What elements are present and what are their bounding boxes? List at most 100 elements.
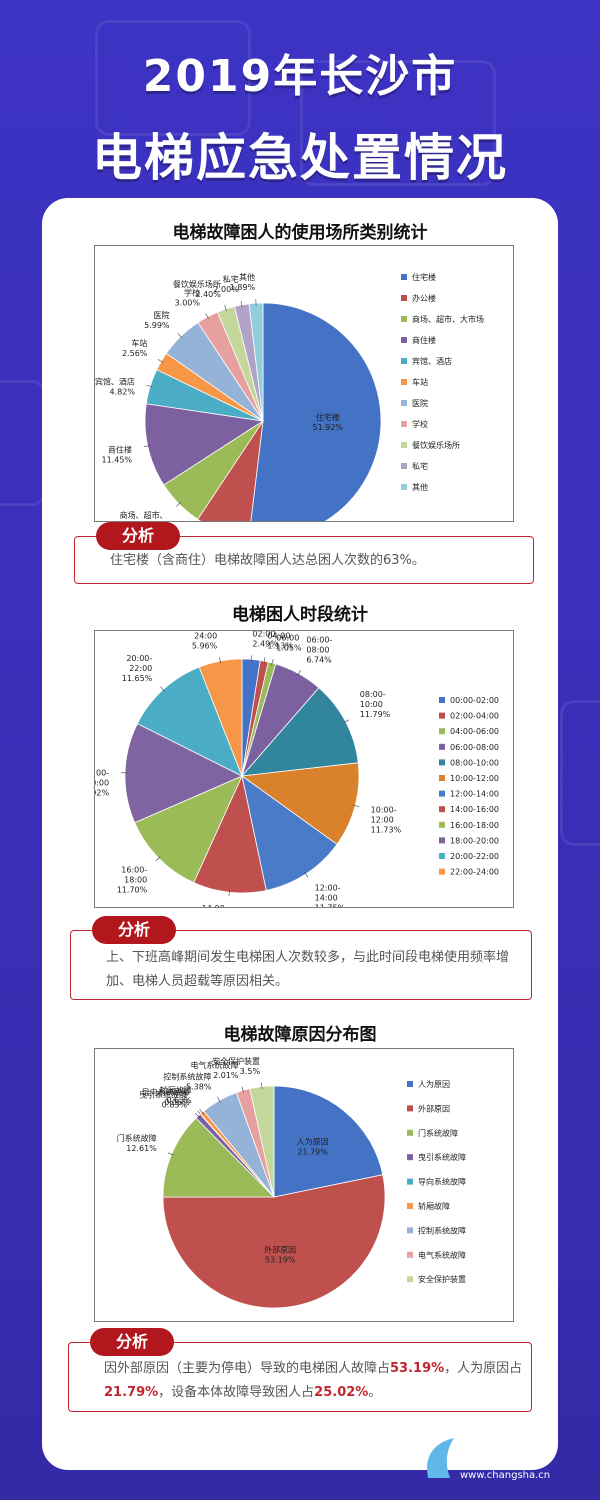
legend-label-0-9: 私宅	[412, 461, 428, 471]
analysis-text-3-line2: 21.79%，设备本体故障导致困人占25.02%。	[104, 1380, 381, 1406]
pie-leader-2-2	[167, 1152, 174, 1156]
legend-label-1-6: 12:00-14:00	[450, 790, 499, 799]
analysis-text-1: 住宅楼（含商住）电梯故障困人达总困人次数的63%。	[110, 553, 425, 568]
analysis-text-2-line2: 加、电梯人员超载等原因相关。	[106, 974, 289, 989]
legend-label-2-7: 电气系统故障	[418, 1250, 466, 1260]
highlight-equipment: 25.02%	[314, 1385, 369, 1400]
pie-leader-1-7	[228, 889, 230, 897]
pie-label-0-5: 车站 2.56%	[122, 338, 148, 358]
legend-swatch-2-2	[407, 1129, 413, 1136]
legend-swatch-0-4	[401, 358, 407, 364]
legend-swatch-2-7	[407, 1251, 413, 1258]
legend-label-0-1: 办公楼	[412, 293, 436, 303]
legend-swatch-1-7	[439, 806, 445, 813]
legend-label-0-6: 医院	[412, 398, 428, 408]
legend-label-1-10: 20:00-22:00	[450, 852, 499, 861]
pie-label-0-10: 其他 1.89%	[230, 272, 256, 292]
pie-label-0-3: 商住楼 11.45%	[102, 444, 133, 464]
logo-swoosh-icon	[427, 1438, 454, 1478]
legend-label-1-9: 18:00-20:00	[450, 836, 499, 845]
pie-leader-0-9	[240, 300, 243, 308]
logo-name: 星辰在线	[458, 1443, 549, 1468]
chart-title-fault-causes: 电梯故障原因分布图	[223, 1025, 377, 1045]
pie-label-2-6: 控制系统故障 5.38%	[163, 1071, 211, 1091]
pie-label-2-5: 轿厢故障 0.63%	[160, 1085, 192, 1105]
legend-swatch-0-9	[401, 463, 407, 469]
pie-leader-0-6	[177, 333, 183, 339]
analysis-badge-3: 分析	[90, 1328, 174, 1356]
pie-label-2-2: 门系统故障 12.61%	[117, 1133, 157, 1153]
analysis-text-3-part1: 因外部原因（主要为停电）导致的电梯困人故障占	[104, 1361, 391, 1376]
analysis-badge-2: 分析	[92, 916, 176, 944]
chart-frame-causes: 人为原因 21.79% 外部原因 53.19% 门系统故障 12.61% 曳引系统故障 0.8…	[94, 1048, 514, 1322]
highlight-external: 53.19%	[390, 1361, 445, 1376]
pie-leader-2-5	[199, 1109, 204, 1115]
legend-label-0-2: 商场、超市、大市场	[412, 314, 484, 324]
pie-chart-time-periods: 00:00-02:002.49%02:00-04:001.13%04:00-06…	[79, 619, 499, 933]
pie-leader-1-5	[352, 804, 360, 807]
pie-label-0-4: 宾馆、酒店 4.82%	[95, 377, 135, 397]
legend-label-0-0: 住宅楼	[412, 272, 436, 282]
legend-label-1-11: 22:00-24:00	[450, 868, 499, 877]
legend-label-1-5: 10:00-12:00	[450, 774, 499, 783]
pie-label-2-3: 曳引系统故障 0.83%	[139, 1089, 187, 1109]
legend-label-0-10: 其他	[412, 482, 428, 492]
pie-leader-2-6	[217, 1096, 221, 1103]
pie-leader-0-5	[157, 359, 164, 363]
pie-label-0-6: 医院 5.99%	[144, 310, 170, 330]
legend-swatch-2-3	[407, 1154, 413, 1161]
legend-label-2-3: 曳引系统故障	[418, 1152, 466, 1162]
pie-label-2-1: 外部原因 53.19%	[264, 1245, 296, 1265]
pie-label-0-0: 住宅楼 51.92%	[313, 412, 344, 432]
pie-leader-1-8	[155, 856, 161, 862]
pie-label-1-2: 04:00-06:001.05%	[276, 631, 302, 652]
legend-swatch-2-1	[407, 1105, 413, 1112]
legend-swatch-1-1	[439, 712, 445, 719]
background-decoration	[300, 60, 496, 186]
pie-label-1-3: 06:00-08:00 6.74%	[306, 636, 332, 665]
pie-leader-0-7	[205, 313, 209, 320]
pie-label-0-8: 餐饮娱乐场所 2.40%	[173, 279, 221, 299]
pie-leader-1-11	[219, 657, 221, 664]
legend-swatch-1-3	[439, 743, 445, 750]
analysis-text-3-part3: ，设备本体故障导致困人占	[158, 1385, 315, 1400]
chart-frame-time: 00:00-02:002.49%02:00-04:001.13%04:00-06…	[79, 619, 514, 933]
legend-label-0-7: 学校	[412, 419, 428, 429]
legend-swatch-0-10	[401, 484, 407, 490]
pie-leader-0-8	[224, 305, 227, 312]
pie-leader-0-4	[146, 384, 153, 388]
logo-url: www.changsha.cn	[460, 1470, 550, 1481]
legend-swatch-0-2	[401, 316, 407, 322]
legend-swatch-1-11	[439, 868, 445, 875]
pie-label-2-0: 人为原因 21.79%	[297, 1137, 329, 1157]
legend-label-1-2: 04:00-06:00	[450, 727, 499, 736]
pie-leader-0-3	[143, 445, 151, 448]
pie-label-1-8: 16:00-18:00 11.70%	[117, 865, 148, 894]
chart-title-time-periods: 电梯困人时段统计	[232, 605, 368, 625]
analysis-text-3-part2: ，人为原因占	[444, 1361, 523, 1376]
pie-leader-1-10	[160, 686, 165, 692]
pie-leader-1-2	[271, 659, 274, 666]
legend-swatch-1-9	[439, 837, 445, 844]
pie-leader-1-4	[343, 719, 350, 723]
pie-chart-usage-places: 住宅楼51.92%办公楼7.41%商场、超市、大市场6.56%商住楼11.45%…	[95, 272, 484, 562]
chart-frame-usage: 住宅楼51.92%办公楼7.41%商场、超市、大市场6.56%商住楼11.45%…	[94, 245, 514, 562]
legend-label-2-5: 轿厢故障	[418, 1201, 450, 1211]
legend-swatch-0-7	[401, 421, 407, 427]
analysis-text-2-line1: 上、下班高峰期间发生电梯困人次数较多，与此时间段电梯使用频率增	[106, 950, 510, 965]
pie-label-1-5: 10:00-12:00 11.73%	[371, 806, 402, 835]
pie-leader-1-1	[263, 657, 266, 664]
pie-label-0-9: 私宅 2.00%	[213, 274, 239, 294]
pie-label-1-9: 18:00-20:0013.92%	[95, 768, 109, 797]
legend-swatch-2-0	[407, 1081, 413, 1087]
pie-label-2-8: 安全保护装置 3.5%	[212, 1056, 260, 1076]
legend-label-0-8: 餐饮娱乐场所	[412, 440, 460, 450]
legend-label-1-8: 16:00-18:00	[450, 821, 499, 830]
legend-swatch-1-4	[439, 759, 445, 766]
legend-label-1-1: 02:00-04:00	[450, 712, 499, 721]
legend-label-1-7: 14:00-16:00	[450, 805, 499, 814]
pie-label-1-11: 22:00-24:005.96%	[191, 631, 217, 650]
legend-swatch-2-6	[407, 1227, 413, 1234]
background-decoration	[560, 700, 600, 846]
